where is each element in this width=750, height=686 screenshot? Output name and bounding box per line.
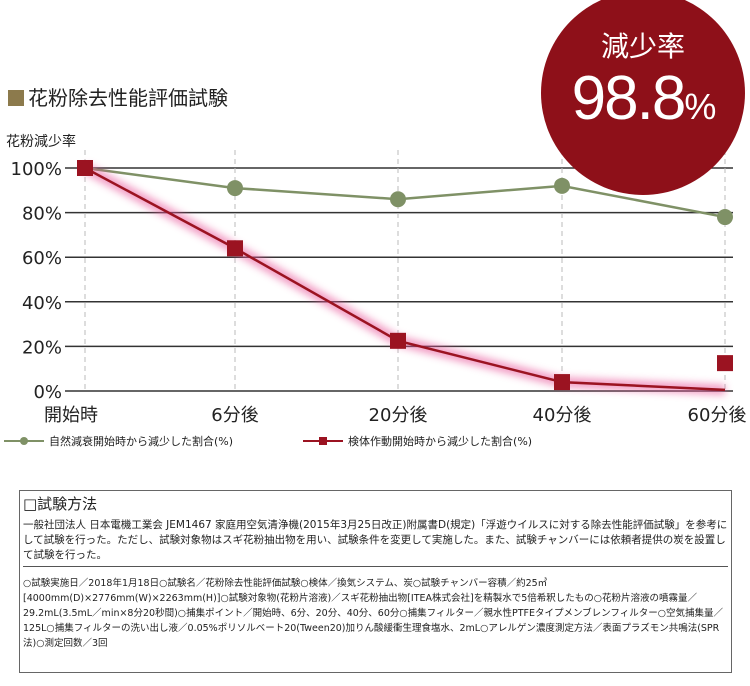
data-point-natural [717, 209, 733, 226]
circle-marker-icon [4, 437, 44, 445]
y-tick-label: 20% [22, 337, 62, 358]
method-heading: □試験方法 [23, 495, 98, 513]
badge-unit: % [684, 86, 716, 127]
reduction-badge: 減少率 98.8% [541, 0, 745, 195]
legend-label: 自然減衰開始時から減少した割合(%) [49, 435, 234, 448]
data-point-natural [554, 177, 570, 194]
y-tick-label: 60% [22, 248, 62, 269]
x-tick-label: 60分後 [688, 405, 747, 426]
badge-value: 98.8% [541, 67, 745, 131]
x-tick-label: 6分後 [211, 405, 258, 426]
data-point-device [554, 374, 570, 391]
data-point-device [390, 332, 406, 349]
badge-number: 98.8 [571, 64, 687, 133]
method-details: ○試験実施日／2018年1月18日○試験名／花粉除去性能評価試験○検体／換気シス… [23, 578, 724, 649]
divider [23, 566, 728, 567]
data-point-device [227, 240, 243, 257]
chart: 花粉減少率 0% 20% 40% 60% 80% 100% 開始時 6分後 20分後 40分後 60分… [6, 133, 747, 426]
data-point-natural [227, 180, 243, 197]
data-point-device [717, 355, 733, 372]
title-square-icon [8, 90, 24, 106]
x-tick-label: 開始時 [44, 405, 98, 426]
legend-item-device: 検体作動開始時から減少した割合(%) [303, 433, 532, 449]
data-point-device [77, 160, 93, 176]
method-summary: 一般社団法人 日本電機工業会 JEM1467 家庭用空気清浄機(2015年3月2… [23, 519, 728, 561]
badge-label: 減少率 [600, 30, 685, 63]
legend-item-natural: 自然減衰開始時から減少した割合(%) [4, 433, 233, 449]
y-tick-label: 40% [22, 293, 62, 314]
legend: 自然減衰開始時から減少した割合(%) 検体作動開始時から減少した割合(%) [4, 433, 602, 449]
x-tick-label: 40分後 [533, 405, 592, 426]
y-tick-label: 80% [22, 204, 62, 225]
test-method-box: □試験方法 一般社団法人 日本電機工業会 JEM1467 家庭用空気清浄機(20… [19, 490, 732, 673]
y-tick-label: 100% [11, 159, 62, 180]
y-tick-label: 0% [33, 382, 62, 403]
y-axis-label: 花粉減少率 [6, 133, 76, 150]
square-marker-icon [303, 437, 344, 445]
data-point-natural [390, 191, 406, 208]
legend-label: 検体作動開始時から減少した割合(%) [348, 435, 533, 448]
chart-title: 花粉除去性能評価試験 [8, 86, 228, 110]
x-tick-label: 20分後 [369, 405, 428, 426]
title-text: 花粉除去性能評価試験 [28, 86, 228, 110]
